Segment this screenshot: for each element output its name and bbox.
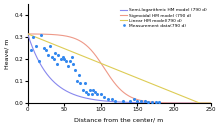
Y-axis label: Heave/ m: Heave/ m	[4, 38, 9, 69]
Point	[64, 60, 68, 62]
Point	[150, 101, 154, 103]
Point	[83, 82, 86, 84]
X-axis label: Distance from the center/ m: Distance from the center/ m	[75, 118, 164, 123]
Point	[66, 65, 70, 67]
Point	[48, 45, 51, 47]
Point	[110, 98, 114, 100]
Point	[143, 100, 147, 102]
Point	[71, 62, 75, 65]
Point	[132, 98, 136, 100]
Point	[73, 69, 77, 71]
Point	[37, 60, 40, 62]
Point	[32, 36, 35, 38]
Point	[90, 93, 94, 95]
Point	[39, 34, 43, 36]
Point	[54, 52, 57, 54]
Point	[93, 91, 97, 93]
Point	[29, 49, 33, 51]
Point	[147, 101, 150, 103]
Point	[44, 49, 48, 51]
Point	[68, 60, 72, 62]
Point	[46, 54, 50, 56]
Point	[57, 54, 60, 56]
Point	[114, 100, 117, 102]
Point	[42, 47, 46, 49]
Point	[55, 62, 59, 65]
Point	[76, 80, 79, 82]
Point	[79, 82, 82, 84]
Point	[59, 58, 62, 60]
Point	[154, 101, 158, 103]
Point	[106, 98, 110, 100]
Point	[95, 93, 99, 95]
Point	[84, 91, 88, 93]
Point	[35, 45, 38, 47]
Legend: Semi-logarithmic HM model (790 d), Sigmoidal HM model (790 d), Linear HM model(7: Semi-logarithmic HM model (790 d), Sigmo…	[119, 6, 208, 30]
Point	[128, 100, 132, 102]
Point	[61, 56, 64, 58]
Point	[136, 100, 139, 102]
Point	[92, 89, 95, 91]
Point	[139, 100, 143, 102]
Point	[103, 96, 106, 98]
Point	[77, 74, 81, 76]
Point	[52, 58, 56, 60]
Point	[81, 89, 84, 91]
Point	[121, 100, 125, 102]
Point	[62, 58, 66, 60]
Point	[86, 93, 89, 95]
Point	[99, 93, 103, 95]
Point	[50, 56, 53, 58]
Point	[158, 101, 161, 103]
Point	[70, 56, 73, 58]
Point	[88, 89, 92, 91]
